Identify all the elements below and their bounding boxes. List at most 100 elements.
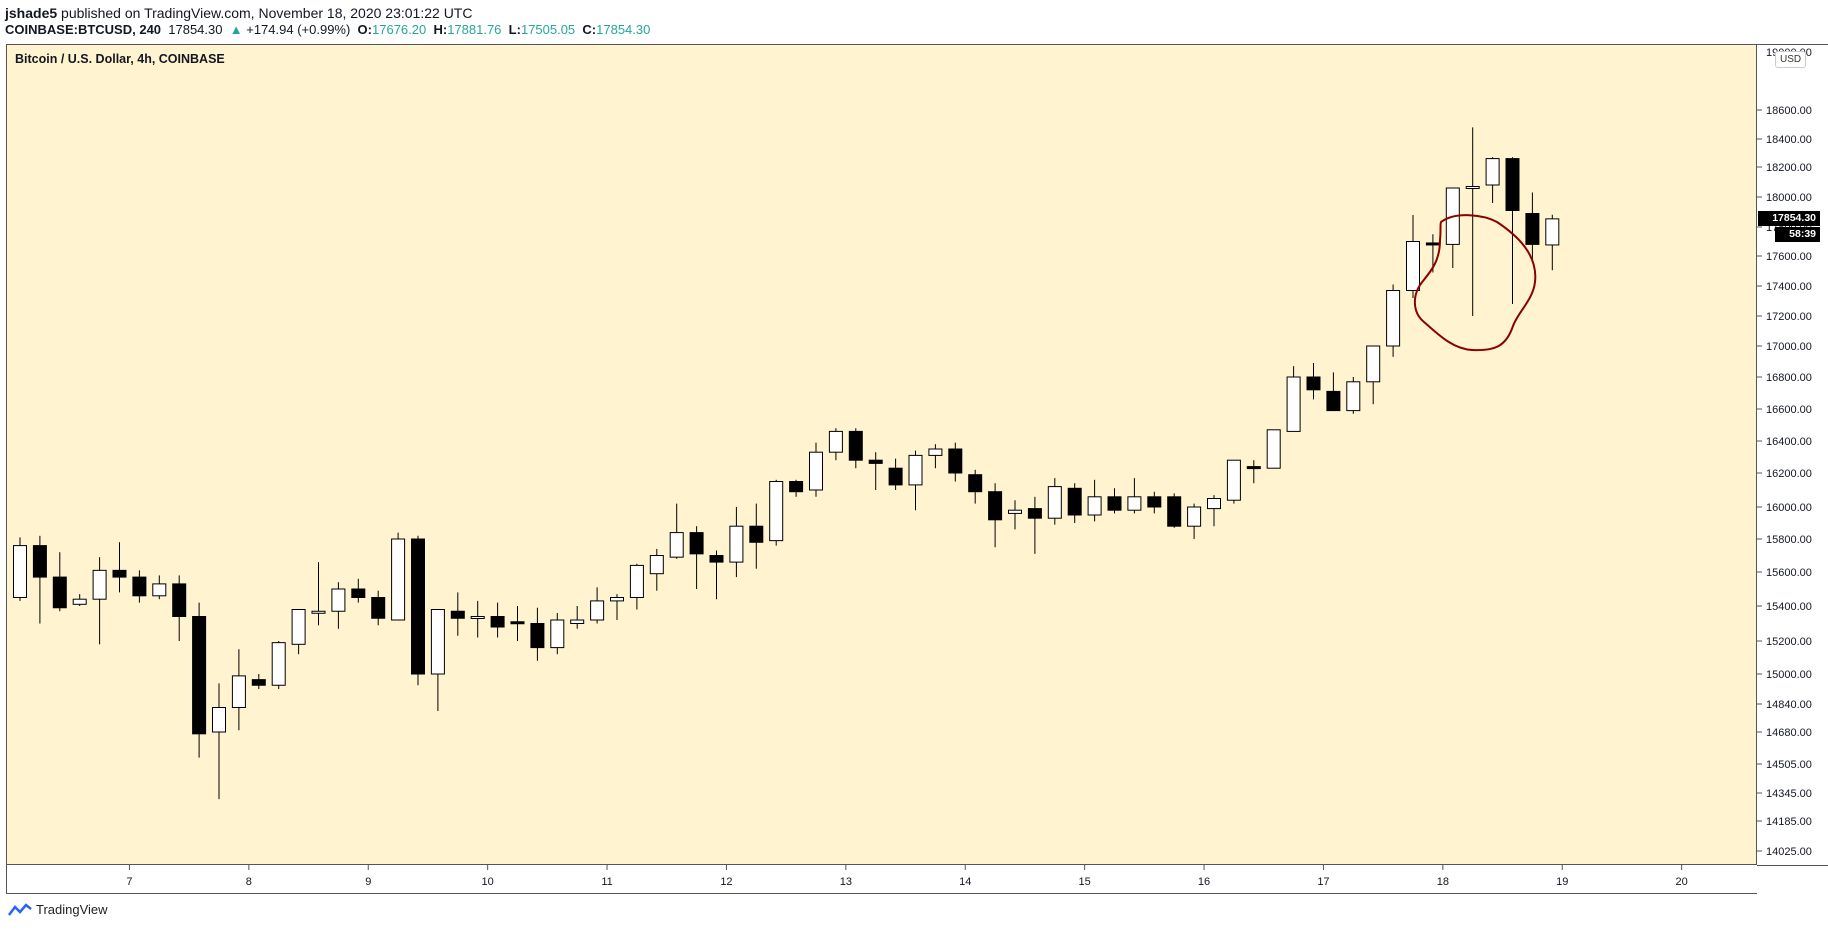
y-tick-label: 14680.00 xyxy=(1766,727,1812,739)
candle-down xyxy=(510,621,525,625)
candle-down xyxy=(172,583,187,618)
candle-up xyxy=(1346,381,1361,412)
x-tick-label: 10 xyxy=(482,876,494,888)
y-tick-label: 18200.00 xyxy=(1766,162,1812,174)
candle-down xyxy=(988,491,1003,521)
candle-up xyxy=(1207,498,1221,510)
candle-up xyxy=(152,583,167,597)
candle-up xyxy=(271,642,286,686)
candle-up xyxy=(928,448,943,456)
candle-up xyxy=(610,597,624,602)
y-tick-label: 18000.00 xyxy=(1766,192,1812,204)
candle-up xyxy=(1008,509,1022,514)
candle-up xyxy=(908,454,923,486)
bar-countdown-badge: 58:39 xyxy=(1775,227,1820,243)
y-tick-label: 17600.00 xyxy=(1766,251,1812,263)
candle-down xyxy=(749,525,764,543)
currency-button[interactable]: USD xyxy=(1775,51,1807,68)
candle-down xyxy=(1306,376,1321,391)
candle-down xyxy=(411,538,425,675)
candle-down xyxy=(192,616,207,735)
low-label: L: xyxy=(508,22,521,37)
candle-up xyxy=(331,588,346,612)
y-tick-label: 16400.00 xyxy=(1766,436,1812,448)
candle-up xyxy=(291,609,306,645)
candle-up xyxy=(1485,158,1500,186)
candle-up xyxy=(649,555,664,575)
y-tick-label: 15200.00 xyxy=(1766,636,1812,648)
candle-down xyxy=(450,610,465,619)
chart-pane[interactable] xyxy=(6,44,1757,865)
change-icon: ▲ xyxy=(229,22,243,37)
candle-down xyxy=(1147,496,1162,508)
open-label: O: xyxy=(357,22,372,37)
candle-up xyxy=(1226,459,1241,501)
candle-up xyxy=(311,610,326,614)
candle-down xyxy=(1246,466,1261,470)
candle-down xyxy=(1505,158,1520,212)
candle-down xyxy=(112,569,127,578)
candle-up xyxy=(430,609,445,675)
candle-down xyxy=(1525,213,1540,245)
candle-down xyxy=(32,545,47,578)
price-axis[interactable] xyxy=(1757,44,1828,866)
y-tick-label: 16800.00 xyxy=(1766,372,1812,384)
candle-up xyxy=(1127,496,1142,511)
y-tick-label: 14345.00 xyxy=(1766,788,1812,800)
candle-down xyxy=(351,588,366,598)
candle-down xyxy=(709,555,724,563)
candle-up xyxy=(769,481,784,542)
time-axis[interactable] xyxy=(6,865,1757,894)
candle-down xyxy=(1326,390,1341,412)
candle-down xyxy=(1425,242,1440,246)
y-tick-label: 15000.00 xyxy=(1766,669,1812,681)
x-tick-label: 13 xyxy=(840,876,852,888)
candle-down xyxy=(530,623,545,649)
candle-up xyxy=(729,525,744,563)
candle-up xyxy=(590,600,605,621)
y-tick-label: 17000.00 xyxy=(1766,341,1812,353)
candle-down xyxy=(948,448,963,474)
y-tick-label: 17400.00 xyxy=(1766,281,1812,293)
candle-up xyxy=(629,564,644,599)
candle-up xyxy=(92,569,107,600)
price-change: +174.94 (+0.99%) xyxy=(246,22,351,37)
candle-up xyxy=(470,616,485,619)
candle-down xyxy=(868,459,883,464)
candle-down xyxy=(968,474,983,493)
candle-down xyxy=(1027,508,1042,519)
candle-up xyxy=(669,532,684,558)
candle-down xyxy=(1167,496,1182,527)
candle-up xyxy=(1286,376,1301,432)
y-tick-label: 18600.00 xyxy=(1766,105,1812,117)
candle-up xyxy=(570,619,585,624)
y-tick-label: 16200.00 xyxy=(1766,468,1812,480)
x-tick-label: 19 xyxy=(1556,876,1568,888)
author-name[interactable]: jshade5 xyxy=(5,5,58,21)
y-tick-label: 18400.00 xyxy=(1766,134,1812,146)
high-value: 17881.76 xyxy=(447,22,502,37)
candle-down xyxy=(371,597,386,619)
candle-down xyxy=(490,616,505,628)
x-tick-label: 14 xyxy=(959,876,971,888)
brand-label: TradingView xyxy=(36,902,108,917)
y-tick-label: 17200.00 xyxy=(1766,311,1812,323)
y-tick-label: 15600.00 xyxy=(1766,567,1812,579)
close-value: 17854.30 xyxy=(596,22,651,37)
candle-down xyxy=(1067,487,1082,516)
candle-up xyxy=(1465,186,1480,189)
candle-up xyxy=(231,675,246,708)
low-value: 17505.05 xyxy=(520,22,576,37)
chart-legend: Bitcoin / U.S. Dollar, 4h, COINBASE xyxy=(15,52,225,66)
candle-up xyxy=(1187,506,1202,527)
y-tick-label: 14025.00 xyxy=(1766,846,1812,858)
x-tick-label: 20 xyxy=(1676,876,1688,888)
tradingview-logo[interactable]: TradingView xyxy=(8,902,108,917)
annotation-circle xyxy=(1413,214,1537,352)
ohlc-line: COINBASE:BTCUSD, 240 17854.30 ▲ +174.94 … xyxy=(5,21,650,39)
x-tick-label: 17 xyxy=(1317,876,1329,888)
candle-up xyxy=(212,707,226,733)
candle-up xyxy=(1406,241,1420,291)
x-tick-label: 11 xyxy=(601,876,612,888)
candle-down xyxy=(132,576,147,597)
